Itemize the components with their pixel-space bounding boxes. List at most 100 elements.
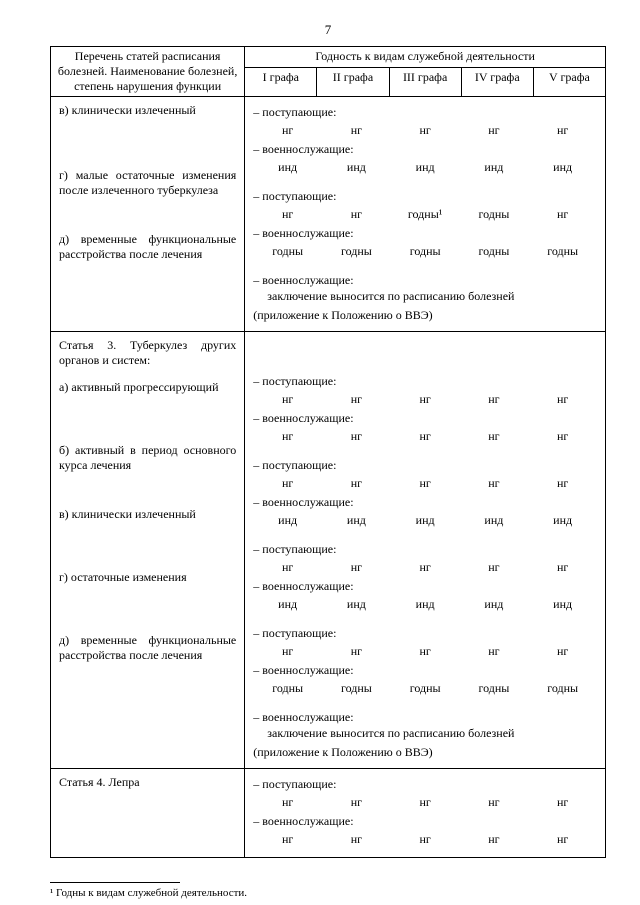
cell: годны — [253, 242, 322, 261]
cell: нг — [253, 642, 322, 661]
cell: нг — [391, 121, 460, 140]
cell: нг — [460, 830, 529, 849]
label-applicants: – поступающие: — [253, 189, 597, 204]
cell: нг — [391, 427, 460, 446]
cell: инд — [391, 511, 460, 530]
cell: нг — [253, 793, 322, 812]
header-group-title: Годность к видам служебной деятельности — [245, 47, 606, 68]
col-4: IV графа — [461, 68, 533, 97]
cell: нг — [528, 390, 597, 409]
cell: инд — [253, 158, 322, 177]
label-servicemen: – военнослужащие: — [253, 710, 597, 725]
label-applicants: – поступающие: — [253, 458, 597, 473]
cell: нг — [460, 427, 529, 446]
cell: годны — [528, 679, 597, 698]
article-4-title: Статья 4. Лепра — [55, 771, 240, 792]
label-applicants: – поступающие: — [253, 777, 597, 792]
cell: нг — [460, 390, 529, 409]
label-servicemen: – военнослужащие: — [253, 142, 597, 157]
cell: нг — [528, 642, 597, 661]
cell: годны — [322, 679, 391, 698]
cell: нг — [391, 642, 460, 661]
cell: годны — [322, 242, 391, 261]
note-text-2: (приложение к Положению о ВВЭ) — [253, 308, 597, 323]
label-applicants: – поступающие: — [253, 105, 597, 120]
cell: годны¹ — [391, 205, 460, 224]
cell: нг — [460, 558, 529, 577]
cell: инд — [528, 595, 597, 614]
cell: нг — [391, 474, 460, 493]
cell: нг — [460, 793, 529, 812]
cell: нг — [460, 121, 529, 140]
label-servicemen: – военнослужащие: — [253, 579, 597, 594]
cell: нг — [322, 121, 391, 140]
cell: годны — [460, 679, 529, 698]
cell: инд — [460, 158, 529, 177]
cell: нг — [322, 390, 391, 409]
cell: инд — [253, 511, 322, 530]
cell: нг — [528, 793, 597, 812]
cell: нг — [253, 474, 322, 493]
sec-b3-desc: б) активный в период основного курса леч… — [55, 439, 240, 479]
cell: нг — [528, 830, 597, 849]
cell: инд — [391, 158, 460, 177]
cell: инд — [460, 511, 529, 530]
cell: нг — [528, 121, 597, 140]
sec-a3-desc: а) активный прогрессирующий — [55, 376, 240, 401]
cell: нг — [322, 474, 391, 493]
cell: инд — [460, 595, 529, 614]
fitness-table: Перечень статей расписания болезней. Наи… — [50, 46, 606, 858]
cell: нг — [391, 830, 460, 849]
note-text: заключение выносится по расписанию болез… — [253, 289, 597, 308]
cell: годны — [460, 205, 529, 224]
cell: инд — [528, 158, 597, 177]
header-desc: Перечень статей расписания болезней. Наи… — [51, 47, 245, 97]
cell: инд — [322, 595, 391, 614]
footnote-rule — [50, 882, 180, 883]
label-applicants: – поступающие: — [253, 626, 597, 641]
label-servicemen: – военнослужащие: — [253, 814, 597, 829]
cell: нг — [528, 427, 597, 446]
cell: инд — [528, 511, 597, 530]
cell: нг — [528, 558, 597, 577]
label-servicemen: – военнослужащие: — [253, 411, 597, 426]
cell: инд — [322, 511, 391, 530]
sec-g1-desc: г) малые остаточные изменения после изле… — [55, 164, 240, 204]
cell: нг — [322, 642, 391, 661]
note-text: заключение выносится по расписанию болез… — [253, 726, 597, 745]
col-5: V графа — [533, 68, 605, 97]
cell: нг — [391, 793, 460, 812]
cell: нг — [253, 205, 322, 224]
cell: нг — [322, 427, 391, 446]
cell: годны — [253, 679, 322, 698]
cell: нг — [253, 427, 322, 446]
footnote-text: ¹ Годны к видам служебной деятельности. — [50, 887, 606, 899]
cell: годны — [391, 679, 460, 698]
sec-v3-desc: в) клинически излеченный — [55, 503, 240, 528]
cell: годны — [460, 242, 529, 261]
cell: нг — [528, 474, 597, 493]
cell: инд — [322, 158, 391, 177]
cell: нг — [322, 558, 391, 577]
cell: годны — [391, 242, 460, 261]
cell: нг — [253, 830, 322, 849]
cell: инд — [253, 595, 322, 614]
label-servicemen: – военнослужащие: — [253, 273, 597, 288]
col-2: II графа — [317, 68, 389, 97]
article-3-title: Статья 3. Туберкулез других органов и си… — [55, 334, 240, 370]
cell: нг — [391, 558, 460, 577]
cell: нг — [253, 390, 322, 409]
cell: нг — [253, 121, 322, 140]
cell: нг — [322, 830, 391, 849]
sec-v1-desc: в) клинически излеченный — [55, 99, 240, 124]
note-text-2: (приложение к Положению о ВВЭ) — [253, 745, 597, 760]
sec-d3-desc: д) временные функциональные расстройства… — [55, 629, 240, 669]
label-servicemen: – военнослужащие: — [253, 226, 597, 241]
cell: годны — [528, 242, 597, 261]
cell: нг — [391, 390, 460, 409]
cell: нг — [528, 205, 597, 224]
sec-g3-desc: г) остаточные изменения — [55, 566, 240, 591]
cell: инд — [391, 595, 460, 614]
cell: нг — [460, 474, 529, 493]
cell: нг — [460, 642, 529, 661]
